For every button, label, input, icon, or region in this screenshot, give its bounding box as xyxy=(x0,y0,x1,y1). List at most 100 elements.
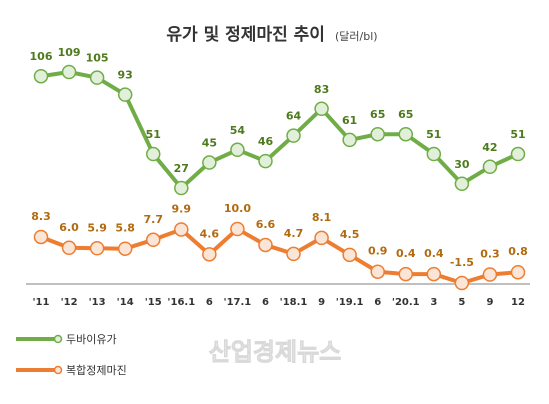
data-point-margin xyxy=(202,247,217,262)
watermark-text: 산업경제뉴스 xyxy=(209,338,341,366)
legend-dubai-label: 두바이유가 xyxy=(66,333,117,346)
x-tick-label: '20.1 xyxy=(392,297,420,308)
x-tick-label: '16.1 xyxy=(167,297,195,308)
data-point-dubai xyxy=(482,159,498,175)
data-point-dubai xyxy=(89,70,105,85)
data-point-dubai xyxy=(61,64,77,80)
x-tick-label: '11 xyxy=(33,297,50,308)
data-label-dubai: 65 xyxy=(398,108,413,121)
data-label-margin: 9.9 xyxy=(172,202,192,215)
series-line-dubai xyxy=(40,70,519,190)
data-point-margin xyxy=(258,237,273,253)
legend-dubai-marker xyxy=(53,334,63,344)
data-label-margin: 4.5 xyxy=(340,228,360,241)
data-point-dubai xyxy=(510,146,526,162)
data-point-dubai xyxy=(145,146,161,162)
data-label-margin: 6.0 xyxy=(59,221,79,234)
data-label-margin: 0.4 xyxy=(424,247,444,260)
data-label-dubai: 65 xyxy=(370,108,385,121)
series-margin: 8.3 6.0 5.9 5.8 7.7 9.9 4.6 10.0 6.6 4.7 8.1 4.5 0.9… xyxy=(31,202,528,291)
data-point-margin xyxy=(482,267,498,282)
data-label-dubai: 51 xyxy=(510,128,525,141)
legend-margin-marker xyxy=(53,365,63,375)
data-label-margin: 6.6 xyxy=(256,218,276,231)
data-label-dubai: 93 xyxy=(118,69,133,82)
data-point-margin xyxy=(510,264,526,280)
data-point-margin xyxy=(89,241,105,256)
data-label-margin: 4.7 xyxy=(284,227,304,240)
x-tick-label: '18.1 xyxy=(280,297,308,308)
data-label-margin: -1.5 xyxy=(450,256,474,269)
data-point-dubai xyxy=(370,126,385,142)
x-tick-label: 5 xyxy=(458,297,465,308)
data-point-dubai xyxy=(258,153,273,169)
data-point-margin xyxy=(314,230,329,246)
x-tick-label: '14 xyxy=(117,297,134,308)
x-tick-label: 3 xyxy=(430,297,437,308)
x-tick-label: '19.1 xyxy=(336,297,364,308)
data-point-dubai xyxy=(314,101,329,117)
data-point-margin xyxy=(286,246,301,262)
chart-unit: (달러/bl) xyxy=(335,30,378,43)
data-label-dubai: 105 xyxy=(86,52,109,65)
data-point-margin xyxy=(145,232,161,248)
legend-item-margin: 복합정제마진 xyxy=(16,364,127,377)
chart-title-main: 유가 및 정제마진 추이 xyxy=(166,25,325,45)
legend: 두바이유가 복합정제마진 xyxy=(16,333,127,377)
data-label-margin: 8.1 xyxy=(312,211,332,224)
data-label-dubai: 45 xyxy=(202,137,217,150)
data-label-dubai: 109 xyxy=(58,46,81,59)
x-tick-label: 12 xyxy=(511,297,525,308)
data-label-margin: 0.4 xyxy=(396,247,416,260)
data-label-margin: 0.3 xyxy=(480,248,500,261)
data-label-margin: 4.6 xyxy=(200,227,220,240)
data-point-margin xyxy=(370,264,385,279)
data-label-dubai: 27 xyxy=(174,162,189,175)
data-label-margin: 5.8 xyxy=(115,222,135,235)
x-tick-label: '12 xyxy=(61,297,78,308)
data-point-margin xyxy=(426,266,442,282)
data-label-dubai: 51 xyxy=(426,128,441,141)
x-tick-label: 6 xyxy=(206,297,213,308)
data-point-dubai xyxy=(286,128,301,143)
data-point-dubai xyxy=(426,146,442,162)
legend-margin-label: 복합정제마진 xyxy=(66,364,127,377)
x-tick-label: 9 xyxy=(486,297,493,308)
data-point-margin xyxy=(342,247,357,263)
data-label-margin: 0.9 xyxy=(368,245,388,258)
x-tick-label: 6 xyxy=(374,297,381,308)
data-point-dubai xyxy=(202,155,217,170)
data-label-dubai: 64 xyxy=(286,110,302,123)
data-point-dubai xyxy=(230,142,245,158)
data-point-dubai xyxy=(117,87,133,102)
data-label-margin: 8.3 xyxy=(31,210,51,223)
data-point-dubai xyxy=(342,132,357,148)
series-line-margin xyxy=(40,227,519,285)
x-tick-label: '13 xyxy=(89,297,106,308)
x-tick-label: 6 xyxy=(262,297,269,308)
legend-item-dubai: 두바이유가 xyxy=(16,333,117,346)
data-point-margin xyxy=(398,266,414,282)
data-label-margin: 10.0 xyxy=(224,202,251,215)
data-label-dubai: 106 xyxy=(30,50,53,63)
x-tick-label: '15 xyxy=(145,297,162,308)
data-point-dubai xyxy=(398,126,414,142)
data-label-dubai: 42 xyxy=(482,141,497,154)
data-point-margin xyxy=(174,222,189,237)
data-label-dubai: 51 xyxy=(146,128,161,141)
x-axis-ticks: '11 '12 '13 '14 '15 '16.1 6 '17.1 6 '18.1 9 '19.1 6 '… xyxy=(33,297,525,308)
data-label-dubai: 83 xyxy=(314,83,329,96)
data-point-margin xyxy=(33,229,49,245)
data-label-dubai: 61 xyxy=(342,114,357,127)
data-point-margin xyxy=(454,275,470,291)
data-label-dubai: 30 xyxy=(454,158,470,171)
data-point-dubai xyxy=(454,176,470,192)
series-dubai: 106 109 105 93 51 27 45 54 46 64 83 61 65 65 51 30 42 51 xyxy=(30,46,526,196)
data-point-dubai xyxy=(33,68,49,84)
x-tick-label: '17.1 xyxy=(224,297,252,308)
data-point-dubai xyxy=(174,180,189,196)
data-label-margin: 5.9 xyxy=(87,221,107,234)
data-label-margin: 0.8 xyxy=(508,245,528,258)
series-layer: 106 109 105 93 51 27 45 54 46 64 83 61 65 65 51 30 42 51 8… xyxy=(30,46,528,291)
